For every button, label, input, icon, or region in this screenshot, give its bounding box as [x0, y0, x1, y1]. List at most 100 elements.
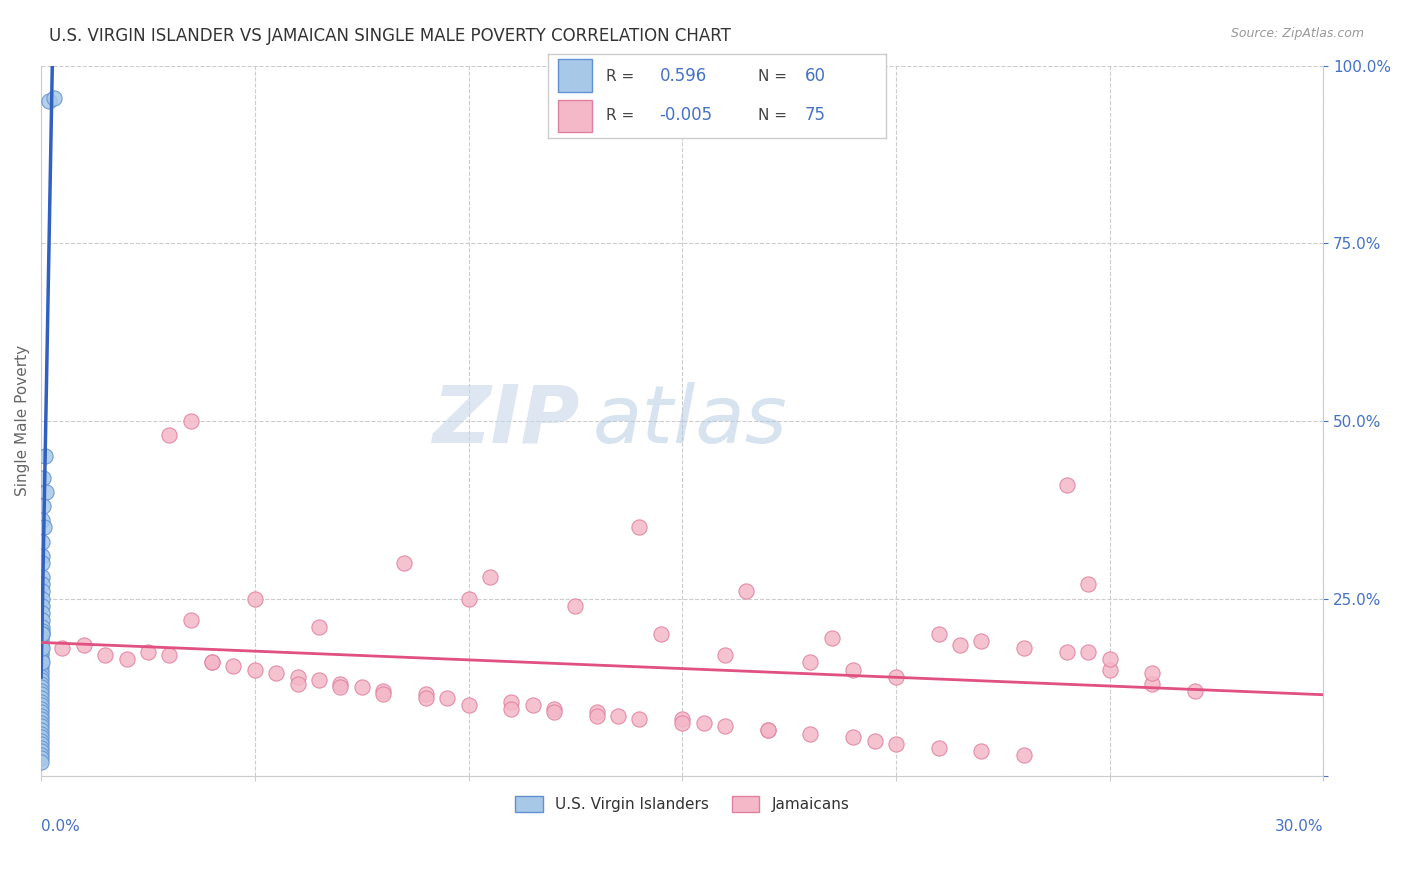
- Point: [31, 656, 53, 670]
- Point: [136, 645, 159, 659]
- Point: [30, 719, 52, 733]
- Point: [31, 570, 53, 584]
- Point: [415, 691, 437, 706]
- Point: [94, 648, 117, 663]
- Point: [31, 584, 53, 599]
- Point: [30, 723, 52, 737]
- Point: [30, 681, 52, 695]
- Point: [30, 670, 52, 684]
- Point: [543, 705, 565, 719]
- Point: [671, 712, 693, 726]
- Point: [30, 698, 52, 713]
- Point: [31, 641, 53, 656]
- Point: [30, 744, 52, 758]
- Point: [30, 712, 52, 726]
- Point: [799, 656, 821, 670]
- Point: [31, 513, 53, 527]
- Point: [478, 570, 501, 584]
- FancyBboxPatch shape: [558, 60, 592, 92]
- Point: [415, 688, 437, 702]
- Point: [31, 627, 53, 641]
- Point: [31, 556, 53, 570]
- Text: 30.0%: 30.0%: [1275, 819, 1323, 834]
- Point: [30, 641, 52, 656]
- Point: [31, 624, 53, 638]
- Point: [30, 701, 52, 715]
- Legend: U.S. Virgin Islanders, Jamaicans: U.S. Virgin Islanders, Jamaicans: [509, 790, 855, 818]
- Point: [371, 688, 394, 702]
- Point: [30, 684, 52, 698]
- Point: [1098, 652, 1121, 666]
- FancyBboxPatch shape: [558, 100, 592, 132]
- Point: [308, 673, 330, 688]
- Point: [1012, 747, 1035, 762]
- Point: [1012, 641, 1035, 656]
- Point: [31, 627, 53, 641]
- Point: [30, 638, 52, 652]
- Point: [31, 613, 53, 627]
- Point: [1142, 666, 1164, 681]
- Point: [329, 677, 352, 691]
- Point: [30, 715, 52, 730]
- Point: [884, 670, 907, 684]
- Text: -0.005: -0.005: [659, 106, 713, 124]
- Point: [30, 751, 52, 765]
- Point: [394, 556, 416, 570]
- Point: [30, 659, 52, 673]
- Point: [115, 652, 138, 666]
- Point: [30, 634, 52, 648]
- Point: [1142, 677, 1164, 691]
- Point: [157, 648, 180, 663]
- Point: [31, 549, 53, 563]
- Point: [714, 719, 737, 733]
- Point: [30, 663, 52, 677]
- Point: [30, 666, 52, 681]
- Point: [585, 705, 607, 719]
- Point: [607, 708, 630, 723]
- Point: [42, 90, 65, 104]
- Point: [371, 684, 394, 698]
- Point: [31, 577, 53, 591]
- Point: [457, 698, 479, 713]
- Point: [756, 723, 779, 737]
- Point: [628, 712, 651, 726]
- Point: [799, 726, 821, 740]
- Text: R =: R =: [606, 69, 634, 84]
- Point: [32, 520, 55, 534]
- Point: [308, 620, 330, 634]
- Point: [30, 652, 52, 666]
- Point: [436, 691, 458, 706]
- Point: [30, 688, 52, 702]
- Point: [30, 705, 52, 719]
- Point: [543, 701, 565, 715]
- Point: [180, 414, 202, 428]
- Point: [30, 747, 52, 762]
- Y-axis label: Single Male Poverty: Single Male Poverty: [15, 345, 30, 497]
- Point: [842, 663, 865, 677]
- Text: N =: N =: [758, 69, 786, 84]
- Text: atlas: atlas: [592, 382, 787, 460]
- Point: [714, 648, 737, 663]
- Point: [585, 708, 607, 723]
- Text: 75: 75: [804, 106, 825, 124]
- Point: [222, 659, 245, 673]
- Point: [735, 584, 758, 599]
- Point: [287, 670, 309, 684]
- Point: [30, 656, 52, 670]
- Point: [928, 627, 950, 641]
- Point: [31, 499, 53, 513]
- Point: [1077, 645, 1099, 659]
- Point: [329, 681, 352, 695]
- Point: [1056, 645, 1078, 659]
- Point: [970, 634, 993, 648]
- Point: [38, 94, 60, 108]
- Text: 0.0%: 0.0%: [41, 819, 80, 834]
- Point: [30, 648, 52, 663]
- Point: [842, 730, 865, 744]
- Point: [30, 691, 52, 706]
- Point: [51, 641, 73, 656]
- Point: [243, 591, 266, 606]
- Text: ZIP: ZIP: [432, 382, 579, 460]
- Text: U.S. VIRGIN ISLANDER VS JAMAICAN SINGLE MALE POVERTY CORRELATION CHART: U.S. VIRGIN ISLANDER VS JAMAICAN SINGLE …: [49, 27, 731, 45]
- Point: [863, 733, 886, 747]
